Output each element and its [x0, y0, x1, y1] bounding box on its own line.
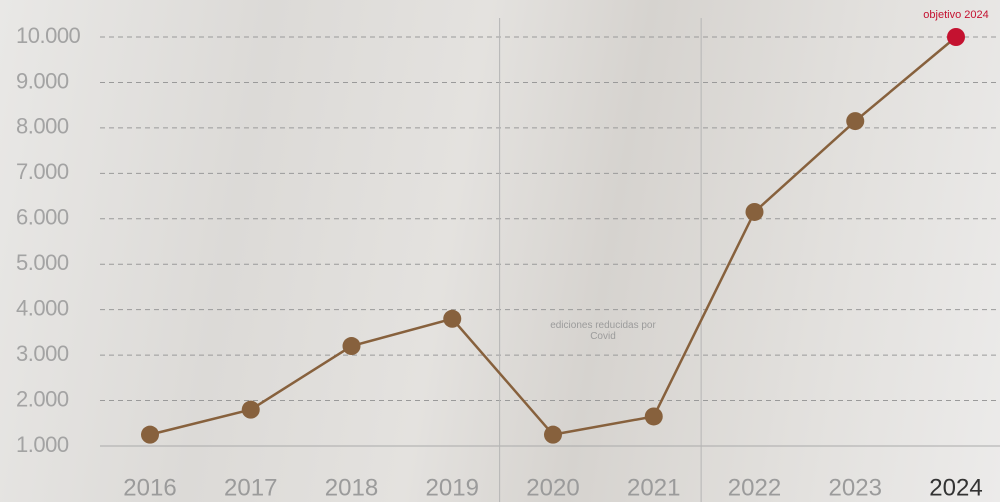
y-tick-label: 8.000 — [16, 114, 69, 139]
y-tick-label: 7.000 — [16, 159, 69, 184]
data-point — [443, 310, 461, 328]
chart-container: 1.000 2.000 3.000 4.000 5.000 6.000 7.000 8.000… — [0, 0, 1000, 502]
y-tick-label: 4.000 — [16, 295, 69, 320]
y-tick-label: 9.000 — [16, 68, 69, 93]
data-point — [645, 407, 663, 425]
y-tick-label: 6.000 — [16, 205, 69, 230]
data-point — [242, 401, 260, 419]
y-tick-label: 10.000 — [16, 23, 81, 48]
line — [150, 37, 956, 435]
y-tick-label: 2.000 — [16, 386, 69, 411]
x-tick-label: 2024 — [929, 474, 982, 501]
x-tick-label: 2018 — [325, 474, 378, 501]
y-tick-label: 1.000 — [16, 432, 69, 457]
annotation: ediciones reducidas por Covid — [543, 320, 663, 342]
y-tick-label: 3.000 — [16, 341, 69, 366]
data-point — [746, 203, 764, 221]
point-annotation: objetivo 2024 — [923, 9, 988, 21]
x-tick-label: 2019 — [426, 474, 479, 501]
data-point — [544, 426, 562, 444]
data-point — [846, 112, 864, 130]
data-point — [343, 337, 361, 355]
x-tick-label: 2017 — [224, 474, 277, 501]
x-tick-label: 2016 — [123, 474, 176, 501]
x-tick-label: 2022 — [728, 474, 781, 501]
data-point — [947, 28, 965, 46]
data-point — [141, 426, 159, 444]
x-tick-label: 2023 — [829, 474, 882, 501]
y-tick-label: 5.000 — [16, 250, 69, 275]
x-tick-label: 2021 — [627, 474, 680, 501]
x-tick-label: 2020 — [526, 474, 579, 501]
chart: 1.000 2.000 3.000 4.000 5.000 6.000 7.000 8.000… — [0, 0, 1000, 502]
